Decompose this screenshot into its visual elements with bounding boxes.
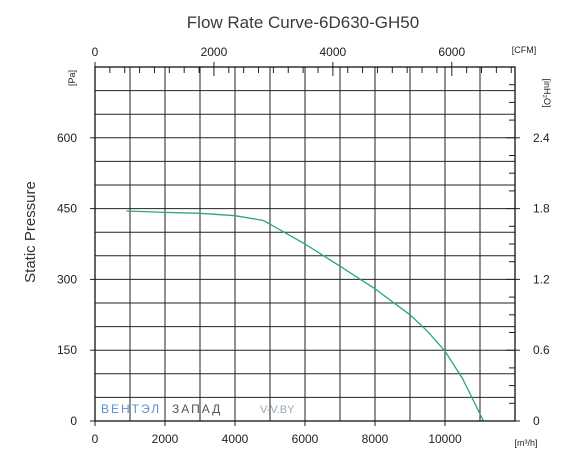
y-left-tick-label: 300 (57, 272, 77, 286)
y-left-unit: [Pa] (67, 70, 77, 86)
chart-title: Flow Rate Curve-6D630-GH50 (187, 13, 419, 32)
watermark-brand-part2: ЗАПАД (172, 402, 222, 416)
x-top-tick-label: 4000 (320, 45, 347, 59)
x-bottom-tick-label: 2000 (152, 432, 179, 446)
y-left-tick-label: 0 (70, 414, 77, 428)
watermark-brand-part1: ВЕНТЭЛ (101, 402, 161, 416)
watermark-site: V-V.BY (260, 404, 295, 416)
x-bottom-tick-label: 10000 (428, 432, 462, 446)
y-left-tick-label: 150 (57, 343, 77, 357)
y-axis-title: Static Pressure (22, 181, 39, 283)
x-bottom-tick-label: 0 (92, 432, 99, 446)
x-top-tick-label: 0 (92, 45, 99, 59)
y-right-tick-label: 1.2 (533, 272, 550, 286)
y-left-tick-label: 600 (57, 131, 77, 145)
x-top-tick-label: 2000 (201, 45, 228, 59)
y-right-tick-label: 2.4 (533, 131, 550, 145)
x-bottom-tick-label: 4000 (222, 432, 249, 446)
y-right-tick-label: 0.6 (533, 343, 550, 357)
x-bottom-tick-label: 6000 (292, 432, 319, 446)
flow-rate-curve (126, 210, 485, 422)
tick-layer (90, 62, 520, 426)
plot-frame (94, 66, 516, 422)
x-bottom-tick-label: 8000 (362, 432, 389, 446)
y-right-unit: [inH₂O] (542, 79, 552, 108)
curve-layer (126, 210, 485, 422)
watermark: ВЕНТЭЛ ЗАПАД V-V.BY (101, 402, 295, 416)
x-bottom-unit: [m³/h] (514, 438, 537, 448)
x-top-tick-label: 6000 (438, 45, 465, 59)
y-left-tick-label: 450 (57, 202, 77, 216)
x-top-unit: [CFM] (512, 45, 537, 55)
y-right-tick-label: 1.8 (533, 202, 550, 216)
y-right-tick-label: 0 (533, 414, 540, 428)
